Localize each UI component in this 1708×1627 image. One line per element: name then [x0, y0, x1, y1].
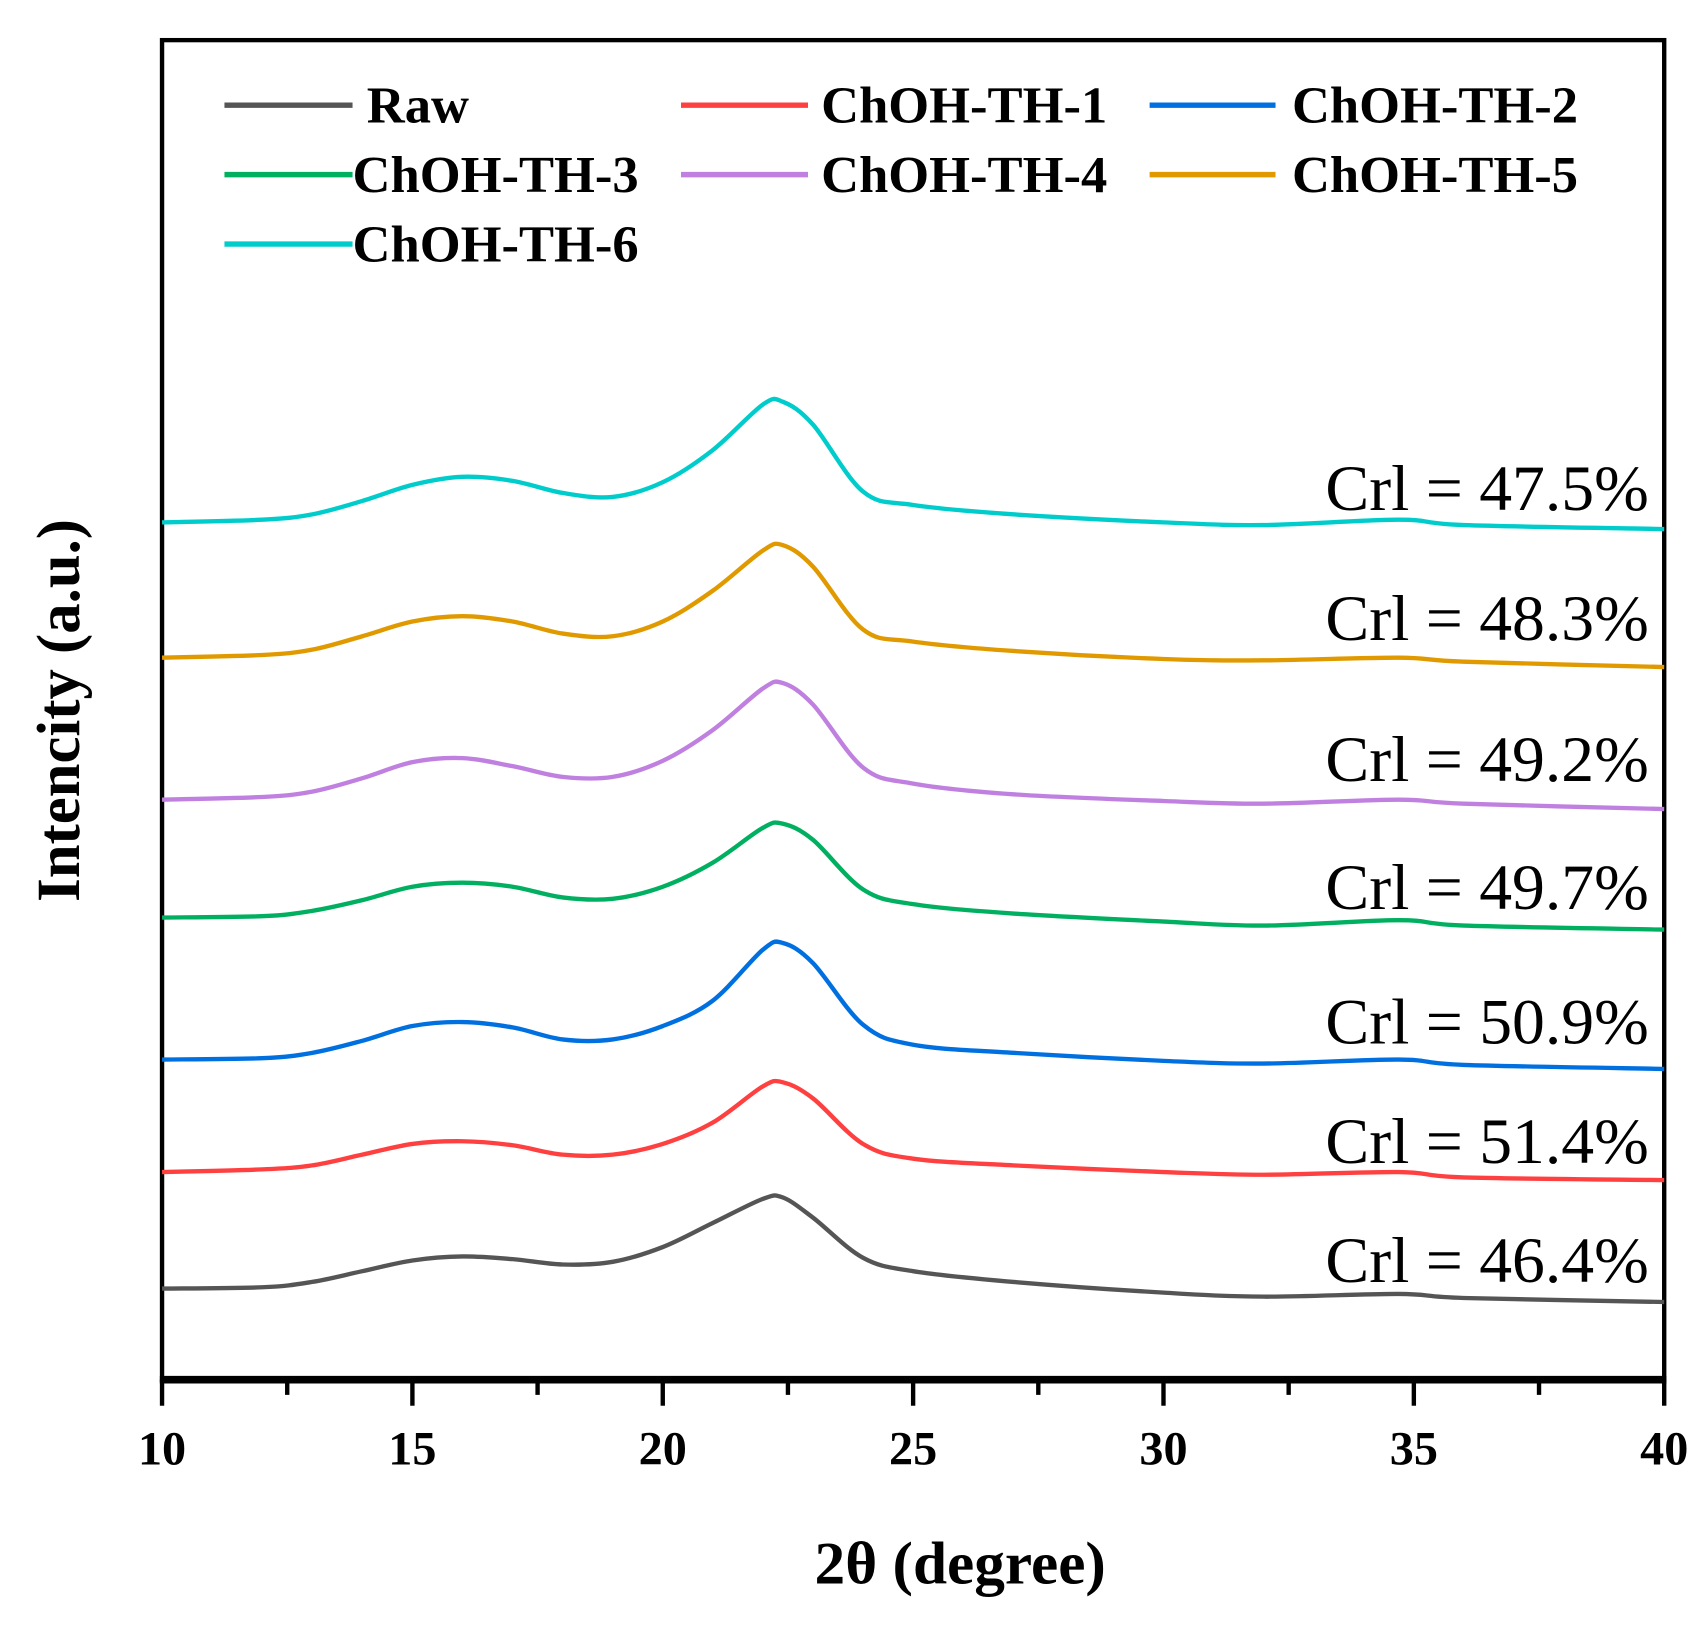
legend-label: ChOH-TH-2 — [1292, 77, 1578, 135]
x-tick-label: 15 — [388, 1422, 436, 1475]
crl-label: Crl = 48.3% — [1325, 583, 1648, 655]
x-tick-label: 30 — [1139, 1422, 1187, 1475]
series-line-choh-th-3 — [162, 820, 1665, 932]
legend: Raw ChOH-TH-1 ChOH-TH-2 ChOH-TH-3 ChOH-TH-4 C… — [224, 77, 1578, 274]
series-lines — [161, 396, 1665, 1305]
legend-label: ChOH-TH-5 — [1292, 146, 1578, 204]
crystallinity-labels: Crl = 46.4% Crl = 51.4% Crl = 50.9% Crl = 4… — [1325, 453, 1648, 1297]
y-axis-title: Intencity (a.u.) — [26, 519, 93, 902]
legend-label: ChOH-TH-6 — [353, 216, 639, 274]
x-tick-label: 20 — [639, 1422, 687, 1475]
x-tick-label: 40 — [1640, 1422, 1688, 1475]
series-line-choh-th-5 — [161, 541, 1665, 670]
crl-label: Crl = 51.4% — [1325, 1106, 1648, 1178]
crl-label: Crl = 50.9% — [1325, 987, 1648, 1059]
crl-label: Crl = 49.7% — [1325, 852, 1648, 924]
x-tick-label: 25 — [889, 1422, 937, 1475]
crl-label: Crl = 49.2% — [1325, 724, 1648, 796]
series-line-choh-th-2 — [162, 939, 1665, 1072]
legend-label: ChOH-TH-3 — [353, 146, 639, 204]
legend-label: ChOH-TH-4 — [821, 146, 1107, 204]
x-axis-title: 2θ (degree) — [815, 1531, 1106, 1598]
series-line-choh-th-4 — [161, 679, 1665, 812]
series-line-choh-th-1 — [161, 1078, 1665, 1183]
crl-label: Crl = 47.5% — [1325, 453, 1648, 525]
series-line-choh-th-6 — [161, 396, 1665, 532]
legend-label: Raw — [367, 77, 469, 135]
legend-label: ChOH-TH-1 — [821, 77, 1107, 135]
series-line-raw — [162, 1193, 1665, 1305]
x-tick-label: 35 — [1390, 1422, 1438, 1475]
x-tick-label: 10 — [138, 1422, 186, 1475]
x-ticks: 10 15 20 25 30 35 40 — [138, 1379, 1688, 1475]
crl-label: Crl = 46.4% — [1325, 1225, 1648, 1297]
